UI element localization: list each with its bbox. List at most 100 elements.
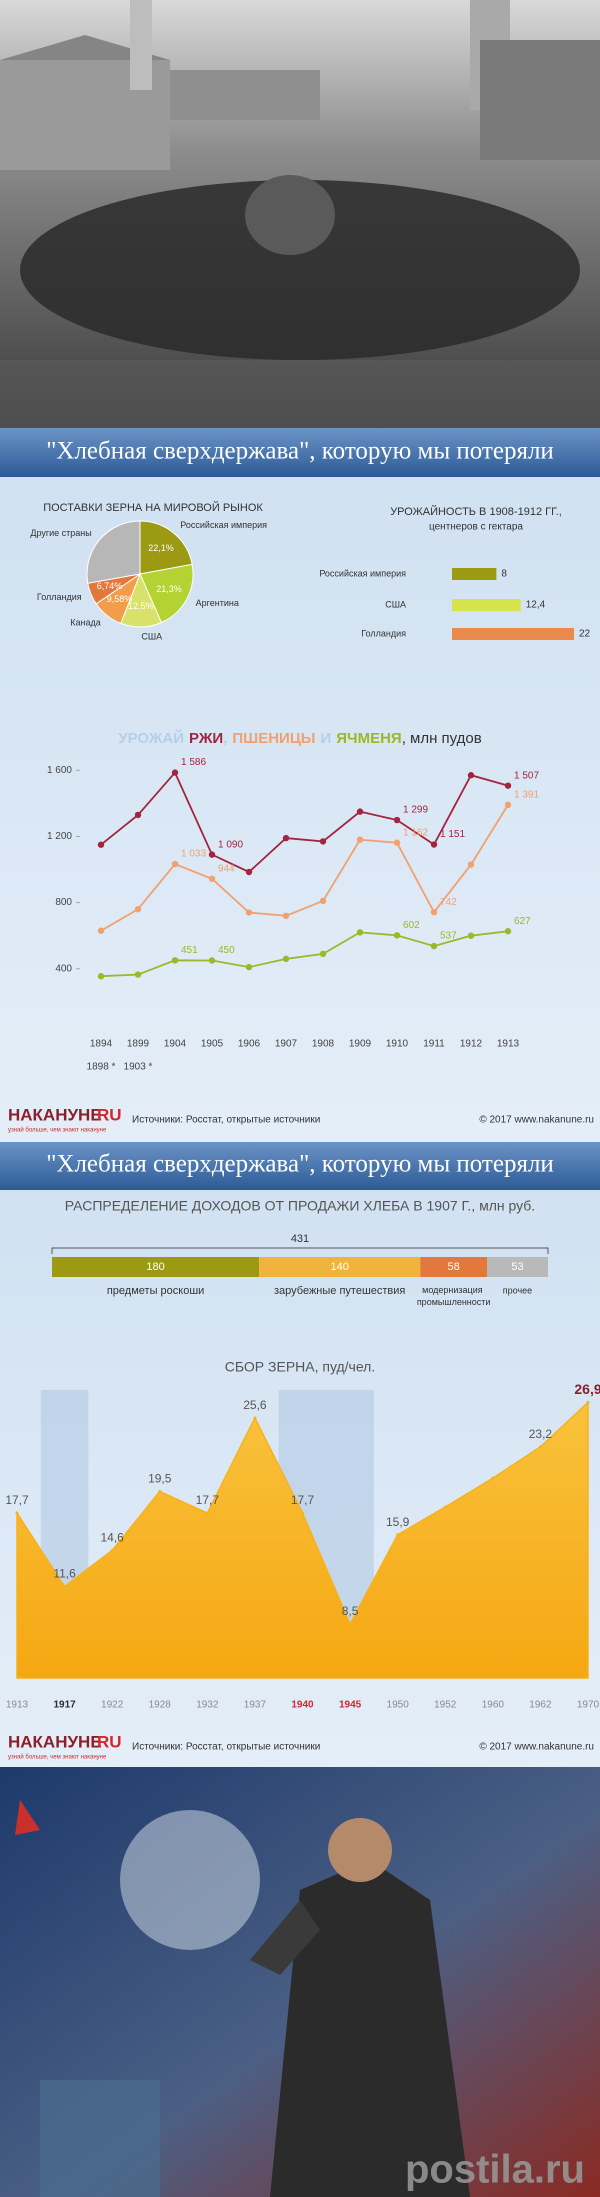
data-label: 602	[403, 920, 420, 931]
point	[158, 1489, 162, 1493]
copyright: © 2017 www.nakanune.ru	[479, 1115, 594, 1126]
x-tick-label: 1937	[244, 1700, 267, 1711]
logo-tagline: узнай больше, чем знают накануне	[8, 1754, 107, 1761]
area	[16, 1400, 589, 1679]
series-line	[100, 770, 509, 874]
point	[319, 897, 327, 905]
banner-title: "Хлебная сверхдержава", которую мы потер…	[46, 1151, 554, 1178]
point	[63, 1585, 67, 1589]
point	[430, 908, 438, 916]
watermark: postila.ru	[405, 2148, 585, 2192]
slice-label: Голландия	[37, 592, 82, 602]
point	[208, 875, 216, 882]
point	[245, 909, 253, 916]
bar-segment	[52, 1257, 260, 1277]
x-tick-label: 1950	[387, 1700, 410, 1711]
title-part: ЯЧМЕНЯ	[336, 730, 401, 747]
segment-label: прочее	[503, 1285, 532, 1295]
x-tick-label: 1910	[386, 1039, 409, 1050]
data-label: 53	[511, 1261, 523, 1273]
point	[319, 838, 327, 845]
category-label: Российская империя	[319, 568, 406, 578]
x-tick-label: 1945	[339, 1700, 362, 1711]
sources: Источники: Росстат, открытые источники	[132, 1115, 320, 1126]
slice-label: США	[141, 631, 162, 641]
category-label: США	[385, 599, 406, 609]
point	[504, 928, 512, 935]
banner	[0, 428, 600, 477]
slice-label: Другие страны	[30, 528, 91, 538]
x-note: 1898 *	[87, 1062, 116, 1073]
point	[208, 851, 216, 858]
y-tick-label: 1 200	[47, 831, 72, 842]
x-tick-label: 1904	[164, 1039, 187, 1050]
x-tick-label: 1906	[238, 1039, 261, 1050]
data-label: 8	[501, 569, 507, 580]
title-part: УРОЖАЙ	[118, 729, 184, 747]
chart-title: УРОЖАЙ РЖИ, ПШЕНИЦЫ И ЯЧМЕНЯ, млн пудов	[118, 729, 482, 747]
point	[171, 769, 179, 776]
x-tick-label: 1912	[460, 1039, 483, 1050]
data-label: 537	[440, 931, 457, 942]
banner-title: "Хлебная сверхдержава", которую мы потер…	[46, 438, 554, 465]
category-label: Голландия	[361, 628, 406, 638]
point	[245, 868, 253, 876]
point	[282, 912, 290, 920]
copyright: © 2017 www.nakanune.ru	[479, 1742, 594, 1753]
data-label: 1 151	[440, 829, 465, 840]
data-label: 140	[331, 1261, 349, 1273]
point	[205, 1511, 209, 1515]
data-label: 451	[181, 945, 198, 956]
point	[443, 1505, 447, 1509]
data-label: 22,1%	[148, 543, 174, 553]
data-label: 17,7	[291, 1493, 315, 1507]
data-label: 1 033	[181, 849, 206, 860]
x-tick-label: 1913	[6, 1700, 29, 1711]
x-tick-label: 1932	[196, 1700, 219, 1711]
point	[110, 1548, 114, 1552]
point	[134, 811, 142, 819]
label-line: модернизация	[422, 1285, 485, 1295]
segment-label: зарубежные путешествия	[274, 1285, 405, 1297]
series-line	[100, 930, 509, 978]
chart-title: РАСПРЕДЕЛЕНИЕ ДОХОДОВ ОТ ПРОДАЖИ ХЛЕБА В…	[65, 1198, 535, 1214]
data-label: 19,5	[148, 1472, 172, 1486]
x-tick-label: 1913	[497, 1039, 520, 1050]
chart-title: СБОР ЗЕРНА, пуд/чел.	[225, 1359, 375, 1375]
data-label: 58	[448, 1261, 460, 1273]
data-label: 627	[514, 916, 531, 927]
data-label: 450	[218, 945, 235, 956]
point	[491, 1476, 495, 1480]
point	[245, 963, 253, 971]
series-line	[100, 804, 509, 932]
logo: НАКАНУНЕ	[8, 1105, 102, 1124]
point	[319, 950, 327, 958]
data-label: 944	[218, 863, 235, 874]
x-tick-label: 1905	[201, 1039, 224, 1050]
chart-subtitle: центнеров с гектара	[429, 522, 523, 533]
chart-title: УРОЖАЙНОСТЬ В 1908-1912 ГГ.,	[390, 505, 562, 518]
point	[504, 801, 512, 809]
point	[356, 929, 364, 936]
point	[430, 841, 438, 848]
point	[97, 973, 105, 980]
x-tick-label: 1940	[291, 1700, 314, 1711]
slice-label: Аргентина	[196, 598, 239, 608]
point	[282, 834, 290, 842]
point	[97, 927, 105, 934]
point	[301, 1511, 304, 1515]
x-tick-label: 1917	[53, 1700, 76, 1711]
y-tick-label: 1 600	[47, 765, 72, 776]
x-tick-label: 1899	[127, 1039, 150, 1050]
data-label: 22	[579, 629, 591, 640]
data-label: 742	[440, 897, 457, 908]
point	[467, 772, 475, 779]
sources: Источники: Росстат, открытые источники	[132, 1742, 320, 1753]
data-label: 1 507	[514, 770, 539, 781]
slice-label: Канада	[70, 618, 100, 628]
x-tick-label: 1962	[529, 1700, 552, 1711]
point	[171, 860, 179, 868]
pie-slice	[139, 520, 193, 575]
data-label: 1 162	[403, 827, 428, 838]
data-label: 1 586	[181, 757, 206, 768]
